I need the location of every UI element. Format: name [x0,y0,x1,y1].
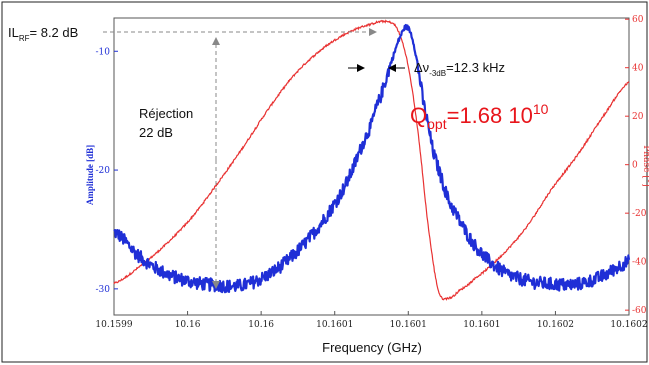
amplitude-series-line [113,23,631,294]
x-tick-label: 10.1599 [95,320,132,330]
y-right-tick-label: 20 [632,112,644,122]
phase-series-line [113,19,630,301]
x-axis: 10.1599 10.16 10.16 10.1601 10.1601 10.1601 10… [95,311,648,330]
il-rf-annotation: ILRF= 8.2 dB [8,25,78,43]
y-left-tick-label: -30 [96,285,111,295]
x-tick-label: 10.16 [175,320,201,330]
x-tick-label: 10.1601 [463,320,500,330]
x-tick-label: 10.1601 [316,320,353,330]
x-tick-label: 10.1602 [610,320,647,330]
y-axis-right-label: Phase [°] [641,145,649,187]
y-left-tick-label: -10 [96,47,111,57]
x-tick-label: 10.1602 [537,320,574,330]
y-axis-left-label: Amplitude [dB] [85,145,95,205]
y-right-tick-label: 0 [632,161,638,171]
q-factor-annotation: Qopt=1.68 1010 [410,101,549,132]
y-right-tick-label: 60 [632,15,644,25]
x-axis-label: Frequency (GHz) [322,340,422,355]
y-right-tick-label: -60 [632,306,647,316]
y-right-tick-label: -40 [632,258,647,268]
x-tick-label: 10.1601 [390,320,427,330]
bandwidth-annotation: Δν-3dB=12.3 kHz [414,60,505,78]
y-right-tick-label: 40 [632,64,644,74]
x-tick-label: 10.16 [248,320,274,330]
y-axis-left: -10 -20 -30 [96,47,118,295]
plot-area [113,17,630,316]
y-left-tick-label: -20 [96,166,111,176]
rejection-label: Réjection [139,106,193,121]
y-right-tick-label: -20 [632,209,647,219]
y-axis-right: 60 40 20 0 -20 -40 -60 [625,15,647,316]
rejection-value: 22 dB [139,125,173,140]
